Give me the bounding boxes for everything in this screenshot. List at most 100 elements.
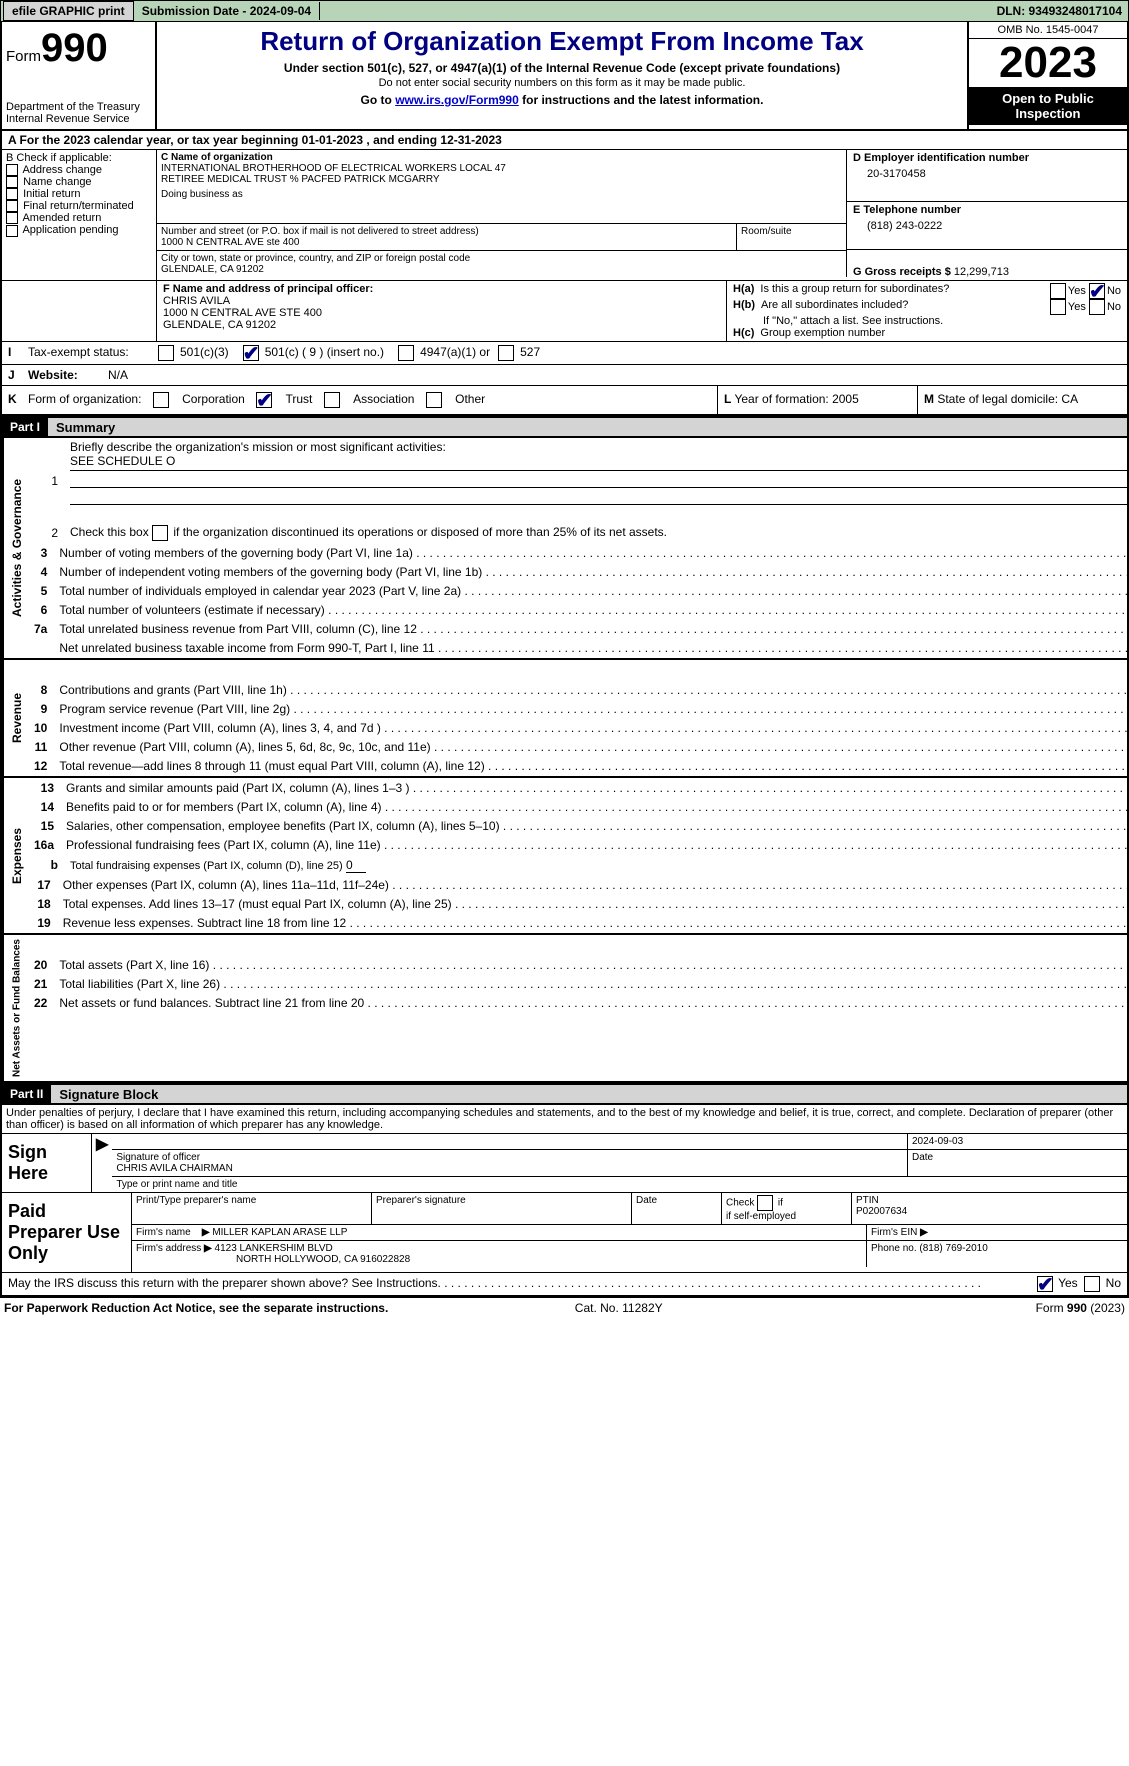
department: Department of the Treasury Internal Reve… bbox=[6, 101, 151, 125]
chk-trust[interactable] bbox=[256, 392, 272, 408]
line-num: 13 bbox=[30, 779, 62, 798]
firm-ein-label: Firm's EIN bbox=[871, 1227, 917, 1238]
part1-title: Summary bbox=[48, 420, 115, 435]
ha-text: Is this a group return for subordinates? bbox=[754, 283, 1050, 299]
m-label: M bbox=[924, 392, 934, 406]
prep-date-label: Date bbox=[632, 1193, 722, 1224]
may-irs-no[interactable] bbox=[1084, 1276, 1100, 1292]
i-label: I bbox=[8, 345, 28, 361]
chk-assoc[interactable] bbox=[324, 392, 340, 408]
page-footer: For Paperwork Reduction Act Notice, see … bbox=[0, 1297, 1129, 1318]
line2-text: Check this box bbox=[70, 525, 149, 539]
summary-activities: Activities & Governance 1 Briefly descri… bbox=[0, 438, 1129, 660]
firm-name-label: Firm's name bbox=[136, 1227, 191, 1238]
chk-pending[interactable]: Application pending bbox=[6, 224, 152, 236]
line-desc: Net assets or fund balances. Subtract li… bbox=[55, 994, 1129, 1013]
topbar: efile GRAPHIC print Submission Date - 20… bbox=[0, 0, 1129, 22]
chk-name[interactable]: Name change bbox=[6, 176, 152, 188]
line-desc: Total liabilities (Part X, line 26) bbox=[55, 975, 1129, 994]
k-text: Form of organization: bbox=[20, 392, 149, 406]
ha-no[interactable] bbox=[1089, 283, 1105, 299]
form-number: 990 bbox=[41, 26, 108, 70]
sig-officer-label: Signature of officer bbox=[116, 1152, 200, 1163]
b-column: B Check if applicable: Address change Na… bbox=[2, 150, 157, 280]
line-num: 19 bbox=[30, 914, 59, 933]
chk-discontinued[interactable] bbox=[152, 525, 168, 541]
line-num: 21 bbox=[30, 975, 55, 994]
paid-preparer-block: Paid Preparer Use Only Print/Type prepar… bbox=[0, 1193, 1129, 1273]
chk-4947[interactable] bbox=[398, 345, 414, 361]
may-irs-yes[interactable] bbox=[1037, 1276, 1053, 1292]
chk-501c3[interactable] bbox=[158, 345, 174, 361]
hc-label: H(c) bbox=[733, 327, 754, 339]
line-desc: Total number of individuals employed in … bbox=[55, 582, 1129, 601]
section-expenses: Expenses bbox=[2, 778, 30, 933]
j-label: J bbox=[8, 368, 28, 382]
may-irs-text: May the IRS discuss this return with the… bbox=[8, 1276, 441, 1290]
submission-date: Submission Date - 2024-09-04 bbox=[134, 2, 320, 20]
chk-corp[interactable] bbox=[153, 392, 169, 408]
line-desc: Professional fundraising fees (Part IX, … bbox=[62, 836, 1129, 855]
check-if-label: Check bbox=[726, 1198, 754, 1209]
omb-number: OMB No. 1545-0047 bbox=[969, 22, 1127, 39]
line-desc: Grants and similar amounts paid (Part IX… bbox=[62, 779, 1129, 798]
i-text: Tax-exempt status: bbox=[28, 345, 158, 361]
d-column: D Employer identification number 20-3170… bbox=[847, 150, 1127, 280]
part2-label: Part II bbox=[2, 1085, 51, 1103]
chk-527[interactable] bbox=[498, 345, 514, 361]
f-box: F Name and address of principal officer:… bbox=[157, 281, 727, 341]
officer-group-block: F Name and address of principal officer:… bbox=[0, 281, 1129, 342]
line-b-text: Total fundraising expenses (Part IX, col… bbox=[70, 860, 343, 872]
line-num: 3 bbox=[30, 544, 55, 563]
hc-text: Group exemption number bbox=[754, 327, 1121, 339]
line1-value: SEE SCHEDULE O bbox=[70, 454, 175, 468]
firm-addr-label: Firm's address bbox=[136, 1243, 201, 1254]
form-subtitle: Under section 501(c), 527, or 4947(a)(1)… bbox=[165, 61, 959, 75]
gross-label: G Gross receipts $ bbox=[853, 266, 951, 278]
line-desc: Salaries, other compensation, employee b… bbox=[62, 817, 1129, 836]
firm-addr2: NORTH HOLLYWOOD, CA 916022828 bbox=[136, 1254, 410, 1265]
section-revenue: Revenue bbox=[2, 660, 30, 776]
chk-address[interactable]: Address change bbox=[6, 164, 152, 176]
line-num: 17 bbox=[30, 876, 59, 895]
ha-yes[interactable] bbox=[1050, 283, 1066, 299]
goto-line: Go to www.irs.gov/Form990 for instructio… bbox=[165, 93, 959, 107]
irs-link[interactable]: www.irs.gov/Form990 bbox=[395, 93, 519, 107]
b-header: B Check if applicable: bbox=[6, 152, 152, 164]
line-desc: Revenue less expenses. Subtract line 18 … bbox=[59, 914, 1129, 933]
line2-num: 2 bbox=[30, 523, 66, 543]
line-num: 6 bbox=[30, 601, 55, 620]
line-num: 4 bbox=[30, 563, 55, 582]
officer-street: 1000 N CENTRAL AVE STE 400 bbox=[163, 307, 720, 319]
efile-print-button[interactable]: efile GRAPHIC print bbox=[3, 1, 134, 21]
city-label: City or town, state or province, country… bbox=[161, 253, 842, 264]
cat-no: Cat. No. 11282Y bbox=[575, 1301, 663, 1315]
hb-yes[interactable] bbox=[1050, 299, 1066, 315]
chk-other[interactable] bbox=[426, 392, 442, 408]
chk-self-emp[interactable] bbox=[757, 1195, 773, 1211]
chk-501c[interactable] bbox=[243, 345, 259, 361]
chk-final[interactable]: Final return/terminated bbox=[6, 200, 152, 212]
part1-label: Part I bbox=[2, 418, 48, 436]
date-label: Date bbox=[907, 1150, 1127, 1176]
chk-initial[interactable]: Initial return bbox=[6, 188, 152, 200]
k-label: K bbox=[8, 392, 17, 406]
city-value: GLENDALE, CA 91202 bbox=[161, 264, 842, 275]
m-value: State of legal domicile: CA bbox=[937, 392, 1078, 406]
form-label: Form990 bbox=[6, 26, 151, 71]
print-name-label: Print/Type preparer's name bbox=[136, 1195, 256, 1206]
line-num: 9 bbox=[30, 700, 55, 719]
arrow-icon: ▶ bbox=[92, 1134, 112, 1192]
self-emp-label: if self-employed bbox=[726, 1211, 796, 1222]
line-num: 11 bbox=[30, 738, 55, 757]
h-box: H(a) Is this a group return for subordin… bbox=[727, 281, 1127, 341]
line-num: 8 bbox=[30, 681, 55, 700]
hb-no[interactable] bbox=[1089, 299, 1105, 315]
chk-amended[interactable]: Amended return bbox=[6, 212, 152, 224]
line-desc: Total assets (Part X, line 16) bbox=[55, 956, 1129, 975]
sign-here-block: Sign Here ▶ 2024-09-03 Signature of offi… bbox=[0, 1134, 1129, 1193]
tax-year: 2023 bbox=[969, 39, 1127, 87]
calendar-year-line: A For the 2023 calendar year, or tax yea… bbox=[0, 131, 1129, 150]
ptin-label: PTIN bbox=[856, 1195, 879, 1206]
open-to-public: Open to Public Inspection bbox=[969, 87, 1127, 125]
